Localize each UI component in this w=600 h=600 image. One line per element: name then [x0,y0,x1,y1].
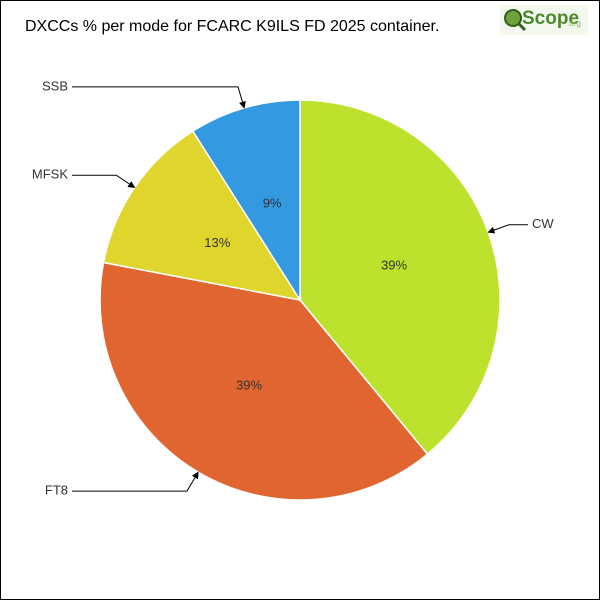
value-label: 39% [236,378,262,393]
value-label: 13% [204,235,230,250]
logo-icon [504,9,522,27]
logo-suffix: .org [567,19,581,28]
logo-text: Scope [522,8,579,29]
value-label: 9% [263,195,282,210]
logo-icon-handle [517,22,527,32]
value-label: 39% [381,258,407,273]
logo: Scope .org [500,5,588,35]
category-label: FT8 [45,483,68,498]
callout-line [72,86,246,109]
callout-line [487,224,528,234]
category-label: SSB [42,78,68,93]
category-label: CW [532,216,554,231]
category-label: MFSK [32,167,68,182]
chart-title: DXCCs % per mode for FCARC K9ILS FD 2025… [25,18,439,35]
callout-line [72,471,199,492]
callout-line [72,174,136,188]
